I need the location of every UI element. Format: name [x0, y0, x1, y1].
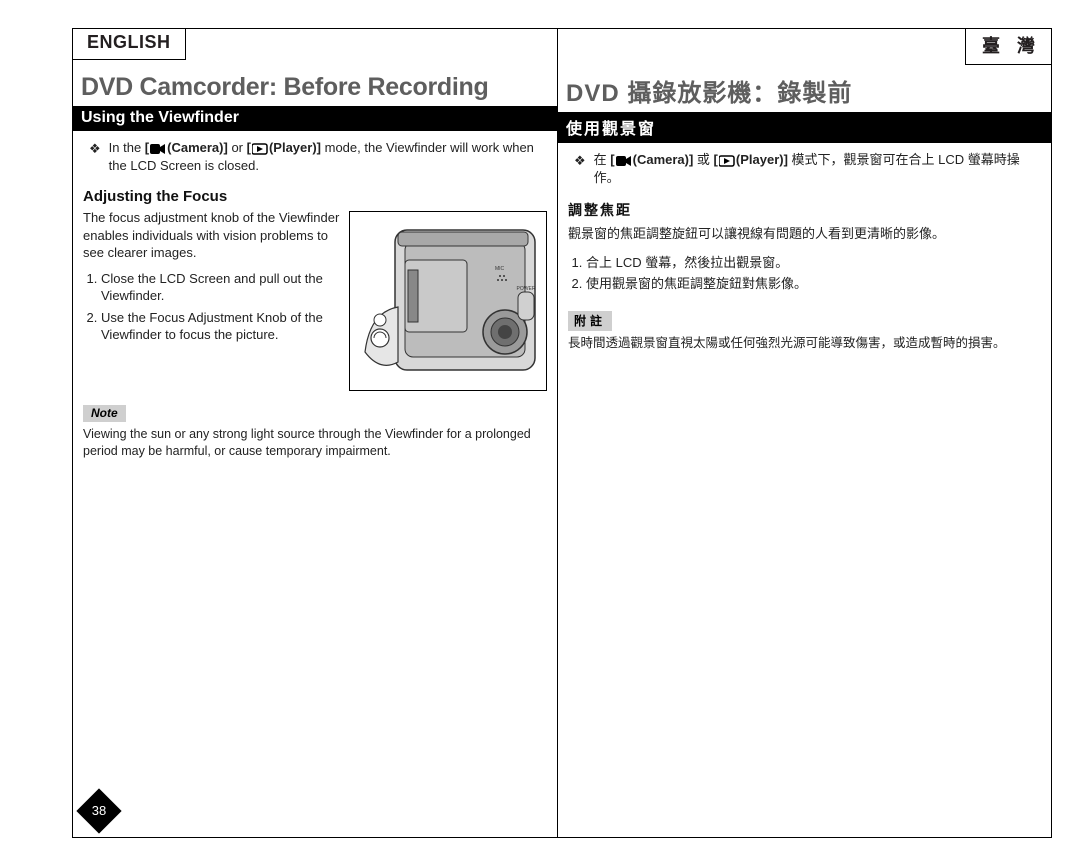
manual-page: ENGLISH DVD Camcorder: Before Recording … [72, 28, 1052, 838]
subheading-english: Adjusting the Focus [83, 188, 547, 205]
body-chinese: 觀景窗的焦距調整旋鈕可以讓視線有問題的人看到更清晰的影像。 合上 LCD 螢幕，… [558, 224, 1051, 293]
player-mode-icon [252, 143, 268, 155]
figure-column: POWER MIC [349, 209, 547, 391]
section-bar-chinese: 使用觀景窗 [558, 112, 1051, 143]
steps-list-chinese: 合上 LCD 螢幕，然後拉出觀景窗。 使用觀景窗的焦距調整旋鈕對焦影像。 [586, 254, 1041, 293]
step-item: 使用觀景窗的焦距調整旋鈕對焦影像。 [586, 275, 1041, 293]
section-bar-english: Using the Viewfinder [73, 106, 557, 131]
bullet-icon: ❖ [89, 140, 101, 158]
page-number: 38 [79, 803, 119, 818]
step-item: 合上 LCD 螢幕，然後拉出觀景窗。 [586, 254, 1041, 272]
player-mode-icon [719, 155, 735, 167]
camera-mode-icon [616, 155, 632, 167]
page-title-english: DVD Camcorder: Before Recording [81, 73, 549, 102]
svg-text:POWER: POWER [517, 286, 536, 292]
step-item: Use the Focus Adjustment Knob of the Vie… [101, 309, 341, 344]
subheading-chinese: 調整焦距 [568, 200, 1041, 220]
note-label-english: Note [83, 405, 126, 422]
bullet-icon: ❖ [574, 152, 586, 170]
content-with-figure: The focus adjustment knob of the Viewfin… [83, 209, 547, 391]
page-title-chinese: DVD 攝錄放影機：錄製前 [566, 73, 1043, 108]
intro-text: In the [(Camera)] or [(Player)] mode, th… [109, 139, 547, 174]
page-number-badge: 38 [79, 791, 119, 831]
note-text-english: Viewing the sun or any strong light sour… [83, 426, 547, 460]
note-block-english: Note Viewing the sun or any strong light… [73, 391, 557, 460]
note-block-chinese: 附註 長時間透過觀景窗直視太陽或任何強烈光源可能導致傷害，或造成暫時的損害。 [558, 297, 1051, 352]
step-item: Close the LCD Screen and pull out the Vi… [101, 270, 341, 305]
paragraph: 觀景窗的焦距調整旋鈕可以讓視線有問題的人看到更清晰的影像。 [568, 224, 1041, 244]
language-label-english: ENGLISH [72, 28, 186, 60]
intro-text: 在 [(Camera)] 或 [(Player)] 模式下，觀景窗可在合上 LC… [594, 151, 1041, 186]
paragraph: The focus adjustment knob of the Viewfin… [83, 209, 341, 262]
language-label-chinese: 臺 灣 [965, 28, 1052, 65]
camcorder-illustration: POWER MIC [350, 212, 547, 391]
note-text-chinese: 長時間透過觀景窗直視太陽或任何強烈光源可能導致傷害，或造成暫時的損害。 [568, 335, 1041, 352]
svg-text:MIC: MIC [495, 266, 505, 272]
column-chinese: 臺 灣 DVD 攝錄放影機：錄製前 使用觀景窗 ❖ 在 [(Camera)] 或… [558, 29, 1051, 837]
camcorder-figure: POWER MIC [349, 211, 547, 391]
text-column: The focus adjustment knob of the Viewfin… [83, 209, 341, 391]
intro-line-english: ❖ In the [(Camera)] or [(Player)] mode, … [73, 137, 557, 180]
camera-mode-icon [150, 143, 166, 155]
steps-list-english: Close the LCD Screen and pull out the Vi… [101, 270, 341, 344]
column-english: ENGLISH DVD Camcorder: Before Recording … [73, 29, 558, 837]
note-label-chinese: 附註 [568, 311, 612, 331]
intro-line-chinese: ❖ 在 [(Camera)] 或 [(Player)] 模式下，觀景窗可在合上 … [558, 149, 1051, 192]
